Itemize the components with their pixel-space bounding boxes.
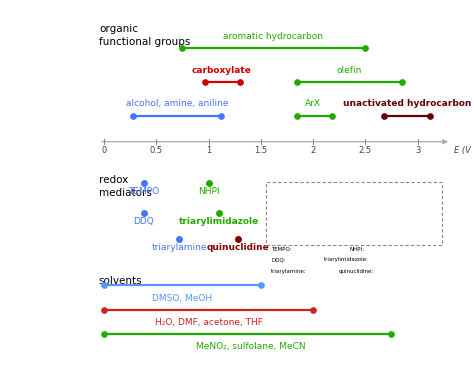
Text: 2.5: 2.5 xyxy=(359,146,372,156)
Text: DMSO, MeOH: DMSO, MeOH xyxy=(153,294,212,303)
Text: aromatic hydrocarbon: aromatic hydrocarbon xyxy=(223,32,323,41)
Text: MeNO₂, sulfolane, MeCN: MeNO₂, sulfolane, MeCN xyxy=(196,342,305,351)
Text: DDQ:: DDQ: xyxy=(271,257,286,262)
Text: 1: 1 xyxy=(206,146,211,156)
Text: 1.5: 1.5 xyxy=(254,146,267,156)
Text: E (V vs SCE): E (V vs SCE) xyxy=(454,146,474,156)
Text: 3: 3 xyxy=(415,146,420,156)
Text: triarylamine: triarylamine xyxy=(152,243,207,253)
Text: 2: 2 xyxy=(310,146,316,156)
Text: DDQ: DDQ xyxy=(134,217,154,226)
Text: 0.5: 0.5 xyxy=(150,146,163,156)
Text: TEMPO: TEMPO xyxy=(128,187,159,197)
Text: NHPI:: NHPI: xyxy=(350,247,365,252)
Text: triarylimidazole: triarylimidazole xyxy=(179,217,259,226)
Text: ArX: ArX xyxy=(305,99,321,108)
Text: triarylimidazole:: triarylimidazole: xyxy=(323,257,368,262)
Text: quinuclidine:: quinuclidine: xyxy=(339,269,374,273)
Text: redox
mediators: redox mediators xyxy=(99,175,152,198)
Bar xyxy=(266,182,442,245)
Text: 0: 0 xyxy=(101,146,107,156)
Text: quinuclidine: quinuclidine xyxy=(207,243,269,253)
Text: NHPI: NHPI xyxy=(198,187,219,197)
Text: H₂O, DMF, acetone, THF: H₂O, DMF, acetone, THF xyxy=(155,318,263,327)
Text: alcohol, amine, aniline: alcohol, amine, aniline xyxy=(126,99,228,108)
Text: carboxylate: carboxylate xyxy=(191,66,251,75)
Text: olefin: olefin xyxy=(337,66,362,75)
Text: triarylamine:: triarylamine: xyxy=(271,269,307,273)
Text: solvents: solvents xyxy=(99,276,143,286)
Text: unactivated hydrocarbon: unactivated hydrocarbon xyxy=(343,99,471,108)
Text: TEMPO:: TEMPO: xyxy=(271,247,292,252)
Text: organic
functional groups: organic functional groups xyxy=(99,24,190,47)
